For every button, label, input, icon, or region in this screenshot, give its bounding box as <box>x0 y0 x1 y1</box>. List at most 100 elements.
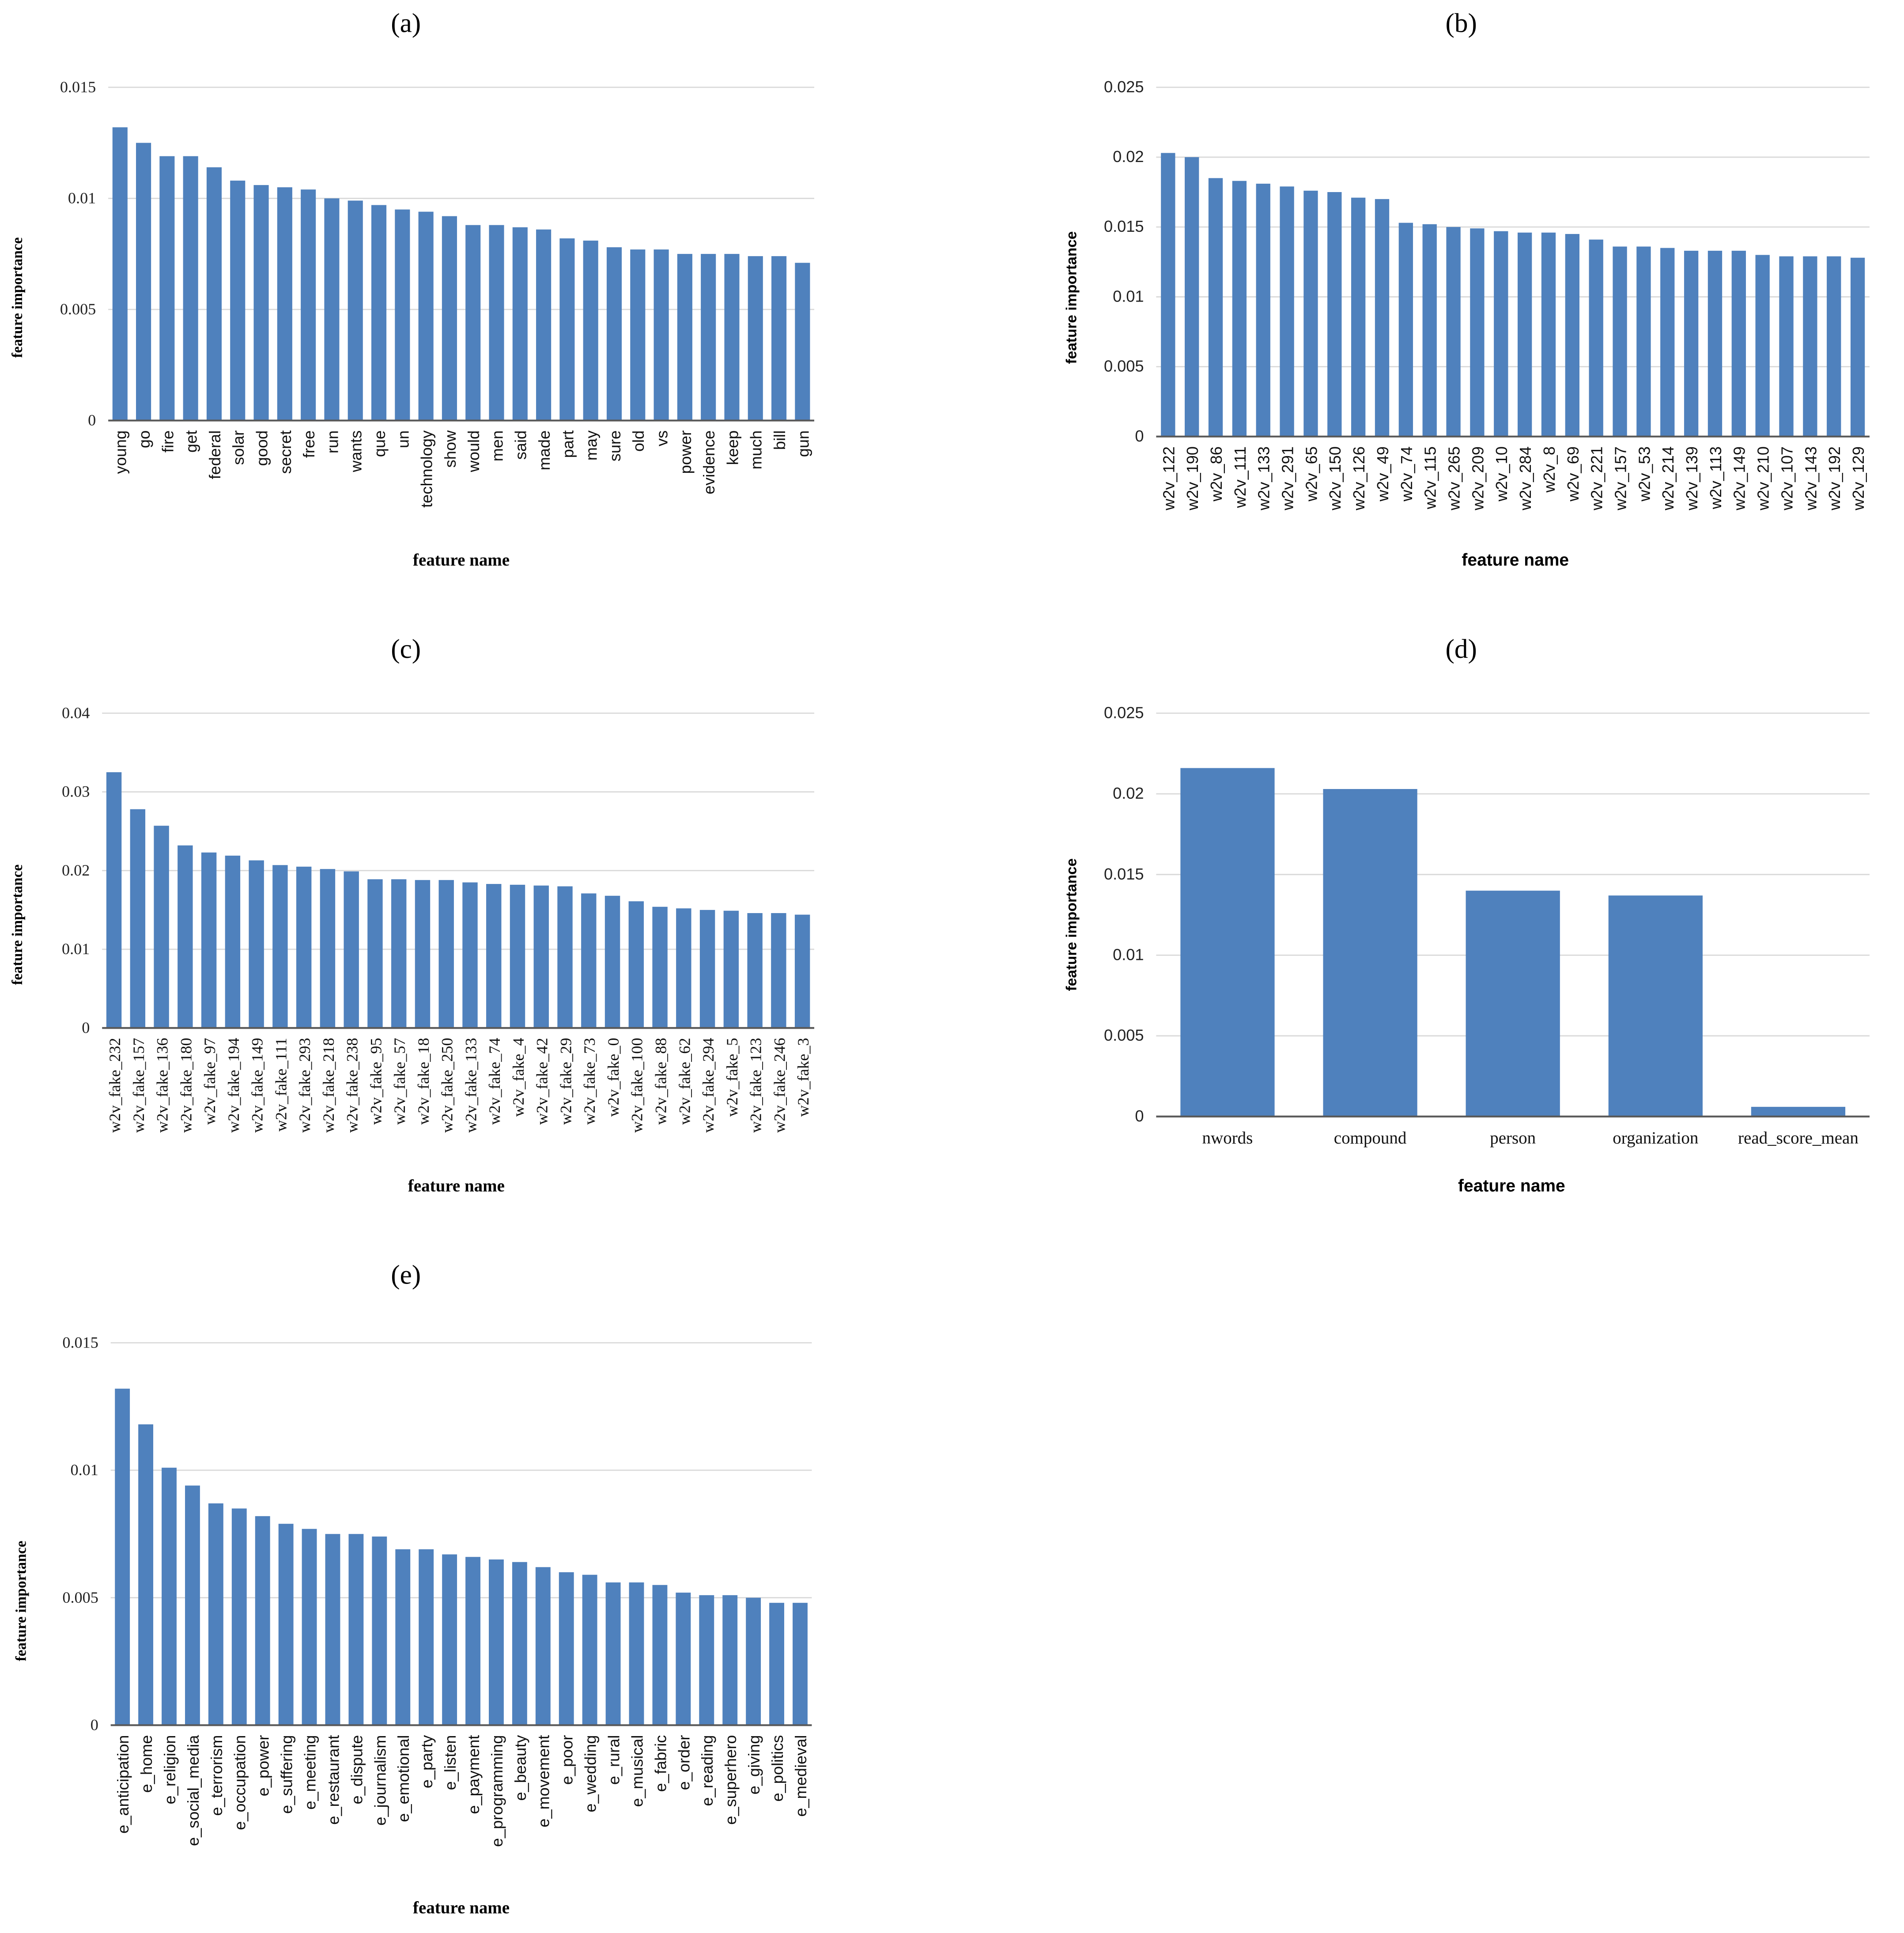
bar <box>344 871 359 1028</box>
x-tick-label: w2v_fake_100 <box>628 1038 646 1133</box>
panel-label: (b) <box>1445 8 1477 38</box>
bar <box>183 156 198 421</box>
x-tick-label: w2v_115 <box>1421 446 1439 510</box>
x-tick-label: e_superhero <box>722 1735 740 1825</box>
bar <box>1850 257 1865 437</box>
y-tick-label: 0.01 <box>71 1461 98 1479</box>
x-tick-label: w2v_126 <box>1350 446 1368 511</box>
bar <box>178 845 193 1028</box>
x-tick-label: w2v_149 <box>1730 446 1749 511</box>
bar <box>1613 246 1627 437</box>
bar <box>136 143 151 421</box>
x-tick-label: w2v_133 <box>1255 446 1273 511</box>
x-tick-label: e_medieval <box>792 1735 810 1817</box>
bar <box>1565 234 1579 437</box>
x-tick-label: sure <box>606 430 624 461</box>
bar <box>1185 157 1199 437</box>
bar <box>676 908 691 1028</box>
bar <box>208 1503 223 1725</box>
bar <box>154 826 169 1028</box>
x-tick-label: w2v_fake_42 <box>533 1038 551 1125</box>
bar <box>438 880 454 1028</box>
bar <box>371 205 387 421</box>
x-tick-label: w2v_fake_88 <box>652 1038 670 1125</box>
x-tick-label: w2v_49 <box>1374 446 1392 502</box>
bar <box>1232 181 1247 437</box>
y-tick-label: 0.04 <box>62 704 90 721</box>
x-tick-label: w2v_107 <box>1778 446 1796 511</box>
x-tick-label: w2v_111 <box>1231 446 1249 508</box>
x-tick-label: w2v_284 <box>1516 446 1534 511</box>
x-tick-label: un <box>394 430 412 448</box>
bar <box>296 866 312 1028</box>
bar <box>1589 239 1603 437</box>
bar <box>185 1485 200 1725</box>
x-tick-label: go <box>135 430 153 448</box>
x-tick-label: w2v_129 <box>1849 446 1867 511</box>
x-tick-label: w2v_fake_18 <box>415 1038 432 1125</box>
x-tick-label: w2v_265 <box>1445 446 1463 511</box>
x-tick-label: w2v_210 <box>1754 446 1772 511</box>
bar <box>1755 255 1770 437</box>
x-tick-label: w2v_fake_246 <box>771 1038 788 1133</box>
x-tick-label: good <box>253 430 271 466</box>
x-axis-title: feature name <box>1462 551 1569 570</box>
y-axis-title: feature importance <box>1063 231 1080 364</box>
y-tick-label: 0 <box>88 412 96 429</box>
x-axis-title: feature name <box>413 1898 510 1917</box>
x-tick-label: compound <box>1334 1129 1407 1148</box>
bar <box>654 249 669 421</box>
bar <box>722 1595 738 1725</box>
x-tick-label: e_terrorism <box>208 1735 226 1816</box>
x-tick-label: much <box>747 430 765 469</box>
x-tick-label: e_giving <box>745 1735 763 1795</box>
bar <box>536 229 552 421</box>
x-tick-label: w2v_65 <box>1302 446 1320 502</box>
bar <box>1208 178 1223 437</box>
bar <box>746 1597 761 1725</box>
bar <box>1708 250 1723 437</box>
x-tick-label: w2v_86 <box>1207 446 1225 502</box>
x-tick-label: said <box>512 430 530 460</box>
y-tick-label: 0.015 <box>60 78 96 96</box>
y-tick-label: 0.01 <box>68 189 96 207</box>
x-tick-label: e_meeting <box>301 1735 319 1810</box>
x-tick-label: w2v_209 <box>1469 446 1487 511</box>
bar <box>771 256 787 421</box>
bar <box>559 1572 574 1725</box>
bar <box>1684 250 1699 437</box>
bar <box>130 809 146 1028</box>
x-axis-title: feature name <box>1458 1177 1565 1196</box>
x-tick-label: w2v_fake_73 <box>581 1038 598 1125</box>
bar <box>230 181 246 421</box>
bar <box>771 913 786 1028</box>
x-tick-label: que <box>370 430 389 457</box>
bar <box>1422 224 1437 437</box>
x-tick-label: e_dispute <box>348 1735 366 1805</box>
bar <box>769 1603 784 1725</box>
y-tick-label: 0.005 <box>60 300 96 318</box>
panel-b: (b) 0 0.005 0.01 0.015 0.02 0.025 w2v_122 w2v_19… <box>1063 8 1870 570</box>
y-tick-label: 0.01 <box>62 940 90 958</box>
x-tick-label: technology <box>418 430 436 508</box>
bar <box>606 247 622 421</box>
x-tick-label: w2v_214 <box>1659 446 1677 511</box>
bar <box>1161 153 1175 437</box>
bar <box>677 254 692 421</box>
x-tick-label: read_score_mean <box>1738 1129 1859 1148</box>
bar <box>1323 789 1417 1117</box>
x-tick-label: run <box>323 430 341 453</box>
y-tick-label: 0.015 <box>62 1333 98 1351</box>
y-tick-label: 0.025 <box>1104 78 1144 96</box>
bar <box>1803 256 1817 437</box>
x-tick-label: get <box>182 430 200 453</box>
panel-c: (c) 0 0.01 0.02 0.03 0.04 w2v_fake_232 w2v_fake… <box>9 634 815 1196</box>
bar <box>1375 199 1390 437</box>
y-axis-title: feature importance <box>9 237 26 358</box>
bar <box>628 901 644 1028</box>
x-tick-label: e_reading <box>698 1735 716 1806</box>
x-tick-label: keep <box>723 430 741 465</box>
x-tick-label: fire <box>159 430 177 453</box>
bar <box>630 249 646 421</box>
bar <box>1180 768 1275 1117</box>
